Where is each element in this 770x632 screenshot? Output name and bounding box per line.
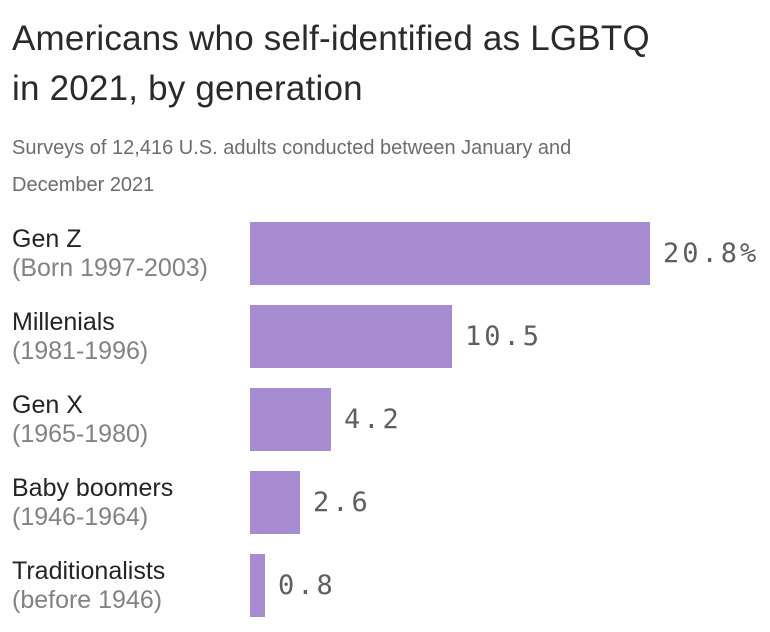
- category-years: (1946-1964): [12, 502, 149, 531]
- page: { "header": { "title_lines": ["Americans…: [0, 14, 770, 632]
- category-years: (before 1946): [12, 585, 163, 614]
- chart-row-millenials: Millenials (1981-1996) 10.5: [12, 305, 770, 368]
- category-name: Millenials: [12, 307, 115, 336]
- value-label: 0.8: [278, 570, 336, 601]
- chart-card: Americans who self-identified as LGBTQ i…: [0, 14, 770, 617]
- chart-row-gen-x: Gen X (1965-1980) 4.2: [12, 388, 770, 451]
- category-label: Baby boomers (1946-1964): [12, 474, 250, 532]
- bar-chart: Gen Z (Born 1997-2003) 20.8% Millenials …: [12, 222, 770, 617]
- category-name: Gen X: [12, 390, 83, 419]
- bar-traditionalists: [250, 554, 265, 617]
- chart-row-baby-boomers: Baby boomers (1946-1964) 2.6: [12, 471, 770, 534]
- bar-baby-boomers: [250, 471, 300, 534]
- chart-title-line-1: Americans who self-identified as LGBTQ: [12, 19, 650, 58]
- value-label: 4.2: [344, 404, 402, 435]
- category-label: Gen X (1965-1980): [12, 391, 250, 449]
- category-label: Gen Z (Born 1997-2003): [12, 225, 250, 283]
- value-label: 20.8%: [663, 238, 760, 269]
- chart-subtitle-line-2: December 2021: [12, 174, 155, 196]
- category-name: Gen Z: [12, 224, 82, 253]
- category-years: (1981-1996): [12, 336, 149, 365]
- chart-row-gen-z: Gen Z (Born 1997-2003) 20.8%: [12, 222, 770, 285]
- category-name: Traditionalists: [12, 556, 166, 585]
- chart-subtitle: Surveys of 12,416 U.S. adults conducted …: [12, 130, 770, 204]
- category-years: (1965-1980): [12, 419, 149, 448]
- chart-row-traditionalists: Traditionalists (before 1946) 0.8: [12, 554, 770, 617]
- chart-title-line-2: in 2021, by generation: [12, 69, 363, 108]
- bar-gen-x: [250, 388, 331, 451]
- category-name: Baby boomers: [12, 473, 174, 502]
- category-label: Millenials (1981-1996): [12, 308, 250, 366]
- value-label: 2.6: [313, 487, 371, 518]
- bar-gen-z: [250, 222, 650, 285]
- chart-subtitle-line-1: Surveys of 12,416 U.S. adults conducted …: [12, 137, 572, 159]
- chart-title: Americans who self-identified as LGBTQ i…: [12, 14, 770, 114]
- bar-millenials: [250, 305, 452, 368]
- category-label: Traditionalists (before 1946): [12, 557, 250, 615]
- value-label: 10.5: [465, 321, 543, 352]
- category-years: (Born 1997-2003): [12, 253, 208, 282]
